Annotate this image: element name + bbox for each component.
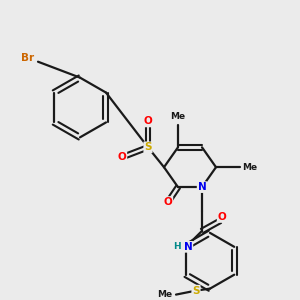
Text: Me: Me bbox=[170, 112, 186, 122]
Text: O: O bbox=[118, 152, 126, 162]
Text: O: O bbox=[164, 197, 172, 207]
Text: O: O bbox=[144, 116, 152, 126]
Text: H: H bbox=[173, 242, 181, 251]
Text: Br: Br bbox=[21, 53, 34, 63]
Text: N: N bbox=[184, 242, 192, 252]
Text: Me: Me bbox=[157, 290, 172, 299]
Text: N: N bbox=[198, 182, 206, 192]
Text: Me: Me bbox=[242, 163, 257, 172]
Text: S: S bbox=[192, 286, 200, 296]
Text: S: S bbox=[144, 142, 152, 152]
Text: O: O bbox=[218, 212, 226, 222]
